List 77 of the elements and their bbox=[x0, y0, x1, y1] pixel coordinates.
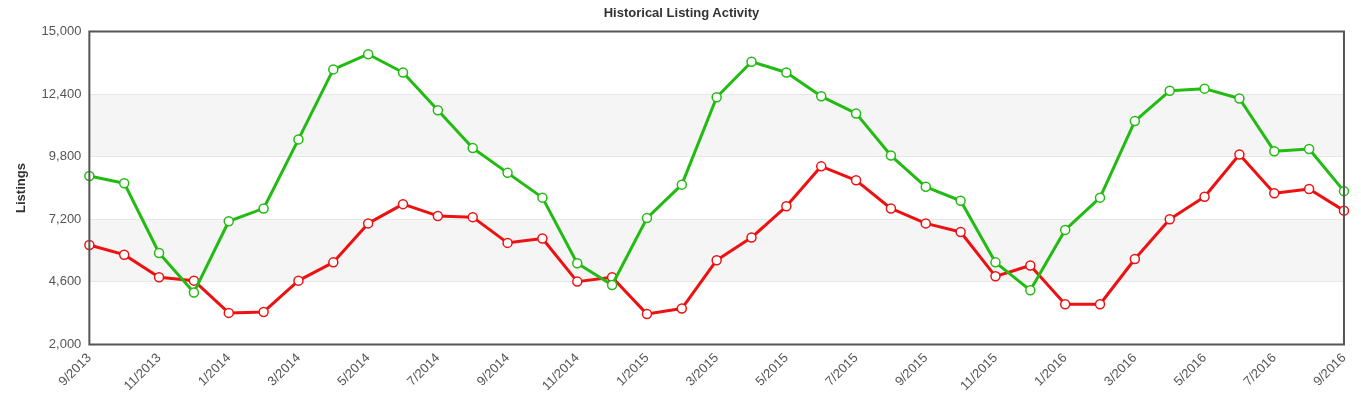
point bbox=[153, 247, 165, 259]
point bbox=[572, 276, 583, 287]
point bbox=[676, 179, 688, 190]
y-tick-label: 9,800 bbox=[48, 148, 82, 164]
point bbox=[1129, 115, 1141, 127]
point bbox=[1303, 143, 1315, 155]
point bbox=[118, 249, 130, 260]
y-axis-title: Listings bbox=[13, 163, 29, 213]
y-tick-label: 15,000 bbox=[41, 23, 82, 39]
point bbox=[1269, 188, 1280, 199]
point bbox=[1234, 93, 1245, 104]
point bbox=[781, 201, 792, 212]
point bbox=[815, 91, 827, 102]
point bbox=[502, 237, 513, 249]
point bbox=[1129, 253, 1141, 265]
point bbox=[1059, 298, 1071, 310]
point bbox=[223, 307, 235, 319]
point bbox=[1269, 145, 1280, 157]
point bbox=[641, 212, 653, 224]
point bbox=[606, 279, 618, 291]
point bbox=[572, 258, 583, 269]
point bbox=[885, 150, 897, 161]
point bbox=[1234, 149, 1245, 160]
point bbox=[432, 105, 444, 116]
point bbox=[990, 257, 1001, 268]
chart-title: Historical Listing Activity bbox=[603, 5, 761, 21]
point bbox=[188, 287, 200, 298]
point bbox=[118, 177, 130, 189]
point bbox=[746, 232, 757, 243]
point bbox=[990, 271, 1001, 282]
point bbox=[1303, 183, 1315, 195]
point bbox=[955, 226, 966, 238]
point bbox=[432, 210, 444, 222]
point bbox=[1094, 192, 1106, 203]
point bbox=[188, 275, 200, 286]
point bbox=[746, 56, 757, 67]
point bbox=[537, 192, 548, 203]
point bbox=[223, 215, 235, 227]
point bbox=[815, 161, 827, 172]
point bbox=[1025, 285, 1036, 296]
y-tick-label: 12,400 bbox=[41, 85, 82, 101]
point bbox=[293, 134, 304, 145]
point bbox=[1094, 298, 1106, 310]
point bbox=[467, 142, 478, 154]
point bbox=[850, 108, 862, 119]
point bbox=[955, 195, 966, 207]
point bbox=[781, 67, 792, 78]
point bbox=[1164, 85, 1175, 97]
point bbox=[1059, 224, 1071, 236]
point bbox=[711, 254, 722, 266]
point bbox=[676, 303, 688, 314]
point bbox=[1025, 260, 1036, 271]
point bbox=[502, 167, 513, 179]
point bbox=[641, 308, 653, 320]
point bbox=[920, 181, 932, 193]
y-tick-label: 2,000 bbox=[48, 336, 82, 351]
point bbox=[362, 218, 374, 229]
point bbox=[362, 48, 374, 60]
point bbox=[397, 67, 409, 78]
point bbox=[711, 92, 722, 103]
point bbox=[258, 203, 269, 214]
point bbox=[920, 218, 932, 229]
y-tick-label: 4,600 bbox=[48, 273, 82, 289]
point bbox=[397, 198, 409, 210]
point bbox=[258, 306, 269, 318]
point bbox=[1164, 214, 1175, 225]
point bbox=[850, 175, 862, 186]
point bbox=[293, 275, 304, 286]
point bbox=[153, 272, 165, 283]
point bbox=[885, 203, 897, 214]
point bbox=[537, 233, 548, 244]
point bbox=[328, 257, 339, 268]
y-tick-label: 7,200 bbox=[48, 210, 82, 226]
point bbox=[328, 64, 339, 75]
point bbox=[1199, 83, 1210, 94]
point bbox=[467, 211, 478, 223]
point bbox=[1199, 191, 1210, 202]
